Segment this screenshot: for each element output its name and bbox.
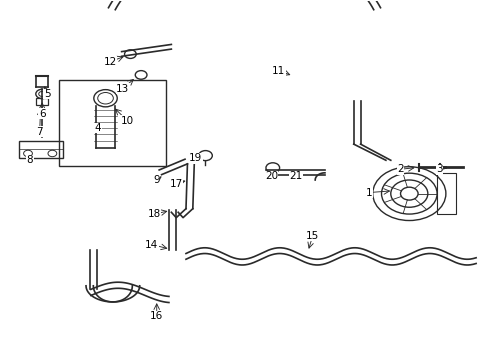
- Text: 17: 17: [169, 179, 183, 189]
- Text: 1: 1: [365, 188, 371, 198]
- Text: 6: 6: [39, 109, 45, 119]
- Text: 12: 12: [103, 57, 117, 67]
- Bar: [59, 80, 166, 166]
- Text: 4: 4: [95, 123, 102, 133]
- Text: 14: 14: [145, 239, 158, 249]
- Text: 18: 18: [147, 209, 161, 219]
- Bar: [19, 140, 63, 158]
- Bar: [36, 98, 48, 105]
- Bar: [436, 173, 455, 215]
- Text: 21: 21: [288, 171, 302, 181]
- Text: 5: 5: [43, 89, 50, 99]
- Text: 10: 10: [121, 116, 134, 126]
- Text: 9: 9: [153, 175, 160, 185]
- Text: 8: 8: [26, 155, 33, 165]
- Text: 3: 3: [435, 164, 442, 174]
- Text: 13: 13: [116, 84, 129, 94]
- Text: 16: 16: [150, 311, 163, 321]
- Text: 7: 7: [36, 127, 43, 136]
- Text: 2: 2: [396, 164, 403, 174]
- Text: 11: 11: [271, 66, 285, 76]
- Text: 15: 15: [305, 231, 319, 240]
- Text: 20: 20: [264, 171, 277, 181]
- Text: 19: 19: [189, 153, 202, 163]
